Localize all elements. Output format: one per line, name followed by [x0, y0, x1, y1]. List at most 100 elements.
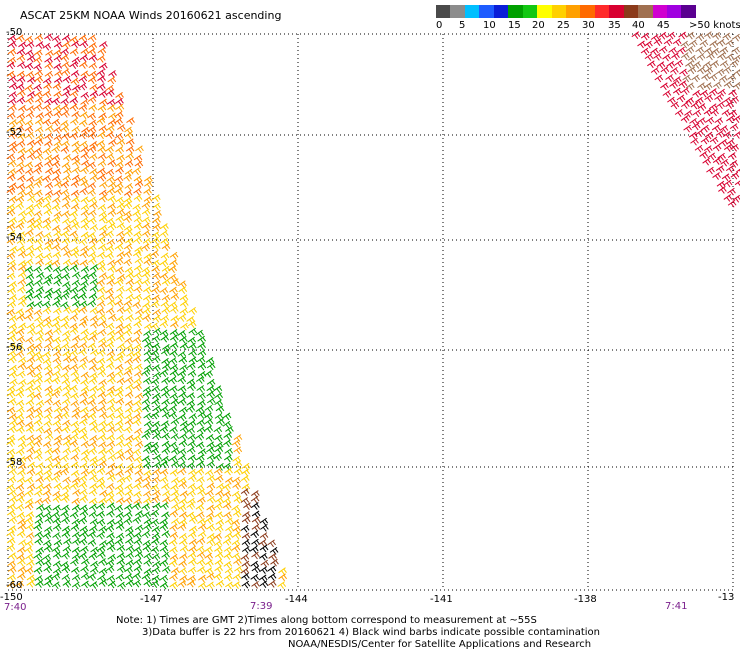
wind-barb — [79, 433, 89, 441]
wind-barb — [169, 573, 178, 582]
wind-barb — [60, 292, 70, 300]
wind-barb — [17, 189, 27, 198]
wind-barb — [125, 434, 135, 443]
wind-barb — [670, 101, 680, 110]
wind-barb — [141, 455, 151, 464]
wind-barb — [206, 397, 216, 406]
wind-barb — [667, 96, 676, 105]
wind-barb — [125, 383, 135, 392]
wind-barb — [133, 482, 142, 491]
wind-barb — [142, 222, 151, 231]
wind-barb — [151, 355, 161, 364]
wind-barb — [25, 146, 35, 155]
wind-barb — [152, 272, 161, 280]
wind-barb — [51, 97, 60, 106]
wind-barb — [133, 328, 143, 337]
wind-barb — [97, 83, 106, 91]
wind-barb — [222, 490, 232, 499]
wind-barb — [44, 97, 53, 106]
wind-barb — [115, 489, 125, 497]
wind-barb — [89, 278, 99, 287]
wind-barb — [187, 531, 197, 539]
lat-label-54: -54 — [6, 232, 23, 243]
wind-barb — [151, 526, 161, 534]
wind-barb — [6, 483, 15, 492]
wind-barb — [53, 539, 63, 548]
wind-barb — [7, 259, 17, 268]
wind-barb — [97, 264, 106, 273]
wind-barb — [71, 497, 81, 506]
wind-barb — [232, 509, 242, 518]
wind-barb — [16, 406, 25, 415]
lat-label-50: -50 — [6, 27, 23, 38]
wind-barb — [115, 103, 125, 112]
wind-barb — [196, 476, 205, 484]
wind-barb — [105, 482, 115, 491]
wind-barb — [88, 257, 97, 265]
wind-barb — [44, 574, 54, 583]
wind-barb — [716, 180, 726, 189]
wind-barb — [8, 104, 17, 112]
wind-barb — [123, 258, 133, 267]
wind-barb — [51, 259, 61, 267]
wind-barb — [242, 511, 251, 519]
wind-barb — [133, 383, 142, 391]
wind-barb — [69, 439, 79, 448]
wind-barb — [62, 419, 71, 428]
wind-barb — [33, 552, 43, 561]
wind-barb — [62, 580, 72, 588]
wind-barb — [61, 530, 71, 539]
wind-barb — [151, 259, 161, 268]
wind-barb — [79, 54, 89, 62]
wind-barb — [123, 215, 133, 223]
wind-barb — [133, 490, 142, 499]
wind-barb — [124, 566, 133, 575]
wind-barb — [178, 356, 188, 365]
wind-barb — [114, 257, 124, 266]
wind-barb — [97, 405, 107, 414]
wind-barb — [9, 364, 18, 373]
wind-barb — [241, 572, 250, 581]
wind-barb — [99, 181, 108, 189]
wind-barb — [33, 180, 43, 188]
wind-barb — [52, 224, 61, 233]
wind-barb — [70, 392, 79, 401]
wind-barb — [54, 69, 63, 78]
wind-barb — [143, 523, 152, 532]
wind-barb — [71, 334, 81, 343]
wind-barb — [71, 222, 80, 230]
wind-barb — [52, 532, 61, 540]
wind-barb — [168, 411, 178, 420]
wind-barb — [78, 516, 88, 525]
wind-barb — [143, 420, 153, 429]
wind-barb — [71, 166, 81, 175]
wind-barb — [195, 432, 205, 441]
wind-barb — [725, 39, 734, 48]
wind-barb — [169, 341, 179, 350]
wind-barb — [214, 434, 223, 443]
scale-segment — [609, 5, 624, 18]
wind-barb — [69, 90, 79, 98]
wind-barb — [134, 363, 143, 372]
wind-barb — [241, 560, 251, 569]
wind-barb — [124, 406, 134, 415]
wind-barb — [124, 131, 134, 140]
wind-barb — [108, 112, 117, 121]
wind-barb — [179, 425, 189, 434]
wind-barb — [42, 194, 52, 203]
wind-barb — [689, 117, 698, 126]
wind-barb — [6, 406, 16, 415]
wind-barb — [78, 320, 88, 328]
wind-barb — [97, 369, 107, 378]
wind-barb — [51, 118, 61, 127]
wind-barb — [26, 250, 35, 259]
wind-barb — [53, 134, 63, 142]
wind-barb — [80, 565, 89, 574]
wind-barb — [216, 418, 225, 426]
wind-barb — [45, 125, 54, 133]
wind-barb — [26, 105, 35, 113]
wind-barb — [196, 419, 206, 427]
wind-barb — [204, 370, 213, 378]
wind-barb — [107, 202, 117, 211]
wind-barb — [150, 537, 160, 546]
